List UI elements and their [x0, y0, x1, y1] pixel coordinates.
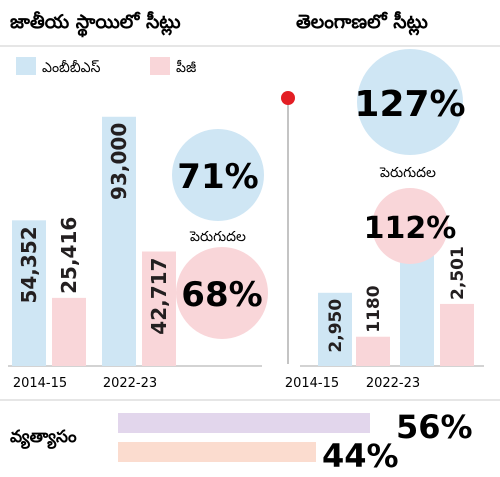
- national-bar-pg-2022-23: [142, 251, 176, 366]
- telangana-bar-mbbs-2014-15: [318, 292, 352, 366]
- national-bar-mbbs-2022-23: [102, 116, 136, 366]
- telangana-mbbs-growth: 127%: [354, 84, 465, 125]
- difference-label: వ్యత్యాసం: [10, 427, 77, 449]
- telangana-value-mbbs-2014-15: 2,950: [326, 299, 346, 353]
- national-pg-growth-circle: [176, 247, 268, 339]
- telangana-heading: తెలంగాణలో సీట్లు: [296, 11, 428, 36]
- legend-swatch-mbbs: [16, 57, 36, 75]
- legend-label-pg: పీజీ: [176, 59, 196, 76]
- legend: ఎంబీబీఎస్ పీజీ: [16, 57, 196, 76]
- difference-value-bottom: 44%: [322, 437, 399, 475]
- national-value-mbbs-2014-15: 54,352: [17, 226, 41, 303]
- difference-bar-bottom: [118, 442, 316, 462]
- difference-value-top: 56%: [396, 408, 473, 446]
- telangana-bar-pg-2022-23: [440, 303, 474, 366]
- national-pg-growth: 68%: [181, 275, 262, 315]
- national-value-mbbs-2022-23: 93,000: [107, 123, 131, 200]
- red-dot: [281, 91, 295, 105]
- national-mbbs-growth: 71%: [177, 157, 258, 197]
- telangana-value-pg-2022-23: 2,501: [448, 246, 468, 300]
- telangana-category-2022: 2022-23: [366, 376, 420, 391]
- telangana-bar-pg-2014-15: [356, 336, 390, 366]
- national-mbbs-growth-circle: [172, 129, 264, 221]
- national-value-pg-2022-23: 42,717: [147, 258, 171, 335]
- telangana-mbbs-growth-circle: [357, 49, 463, 155]
- legend-swatch-pg: [150, 57, 170, 75]
- national-bar-mbbs-2014-15: [12, 220, 46, 366]
- telangana-value-pg-2014-15: 1180: [364, 285, 384, 332]
- national-bar-pg-2014-15: [52, 297, 86, 366]
- national-heading: జాతీయ స్థాయిలో సీట్లు: [10, 11, 181, 38]
- national-growth-label: పెరుగుదల: [189, 229, 246, 245]
- telangana-growth-label: పెరుగుదల: [379, 165, 436, 181]
- telangana-pg-growth: 112%: [364, 211, 457, 246]
- difference-bar-top: [118, 413, 370, 433]
- national-category-2022: 2022-23: [103, 376, 157, 391]
- telangana-pg-growth-circle: [372, 188, 448, 264]
- national-category-2014: 2014-15: [13, 376, 67, 391]
- telangana-category-2014: 2014-15: [285, 376, 339, 391]
- national-value-pg-2014-15: 25,416: [57, 217, 81, 294]
- national-bars: 54,352 93,000 25,416 42,717: [12, 116, 176, 366]
- legend-label-mbbs: ఎంబీబీఎస్: [42, 60, 101, 76]
